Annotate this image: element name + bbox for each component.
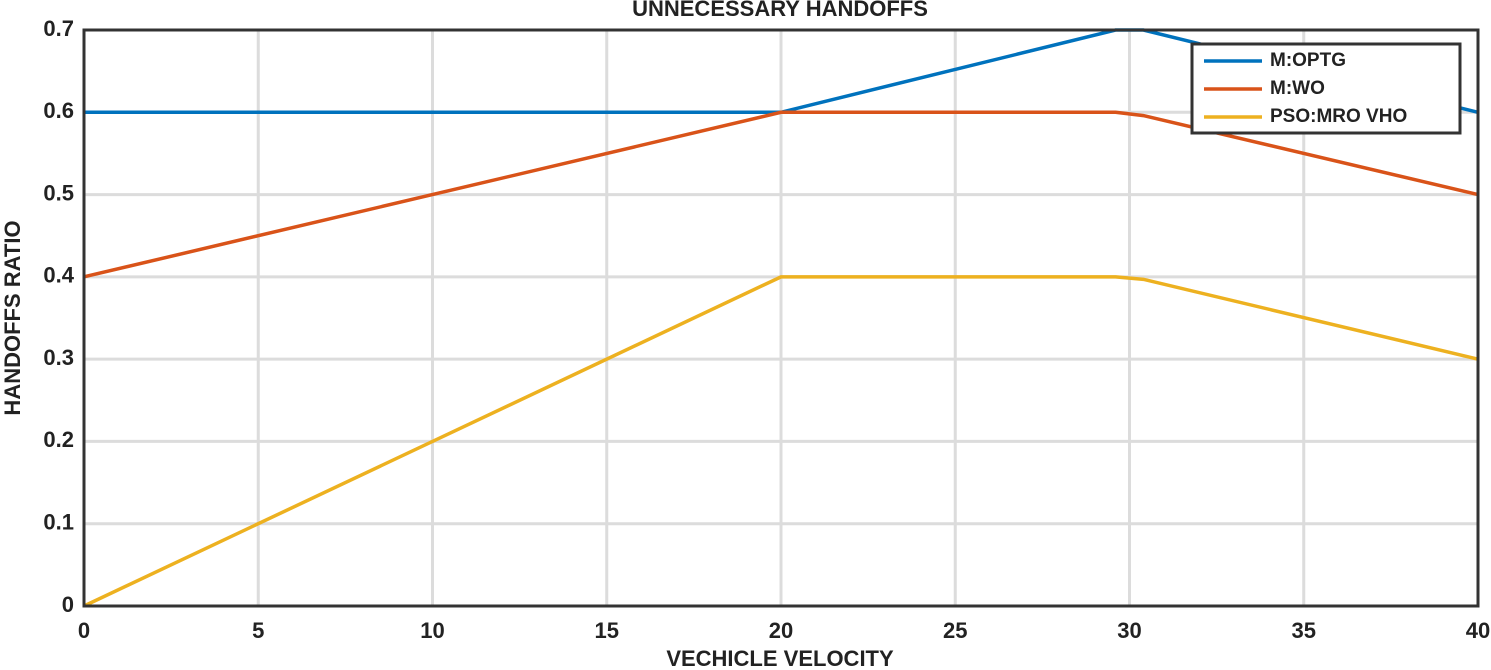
x-tick-label: 0 [78, 618, 90, 643]
plot-frame [82, 28, 1480, 608]
x-tick-label: 15 [595, 618, 619, 643]
legend-label: M:WO [1270, 78, 1325, 99]
legend-label: M:OPTG [1270, 50, 1346, 71]
legend: M:OPTG M:WO PSO:MRO VHO [1190, 42, 1462, 135]
y-tick-label: 0.7 [43, 16, 74, 41]
y-tick-label: 0.1 [43, 510, 74, 535]
x-tick-label: 10 [420, 618, 444, 643]
x-tick-label: 35 [1292, 618, 1316, 643]
x-axis-label: VECHICLE VELOCITY [666, 646, 894, 670]
chart-title: UNNECESSARY HANDOFFS [632, 0, 928, 21]
y-tick-label: 0.5 [43, 180, 74, 205]
series-line [83, 275, 1479, 608]
y-tick-label: 0.6 [43, 98, 74, 123]
x-tick-label: 30 [1117, 618, 1141, 643]
x-tick-label: 5 [252, 618, 264, 643]
y-tick-label: 0.2 [43, 427, 74, 452]
legend-label: PSO:MRO VHO [1270, 106, 1407, 127]
y-tick-label: 0 [62, 592, 74, 617]
x-tick-label: 40 [1466, 618, 1490, 643]
y-axis-label: HANDOFFS RATIO [0, 220, 25, 415]
series-line [83, 110, 1479, 279]
x-tick-label: 25 [943, 618, 967, 643]
y-tick-label: 0.4 [43, 263, 74, 288]
y-tick-label: 0.3 [43, 345, 74, 370]
x-tick-label: 20 [769, 618, 793, 643]
